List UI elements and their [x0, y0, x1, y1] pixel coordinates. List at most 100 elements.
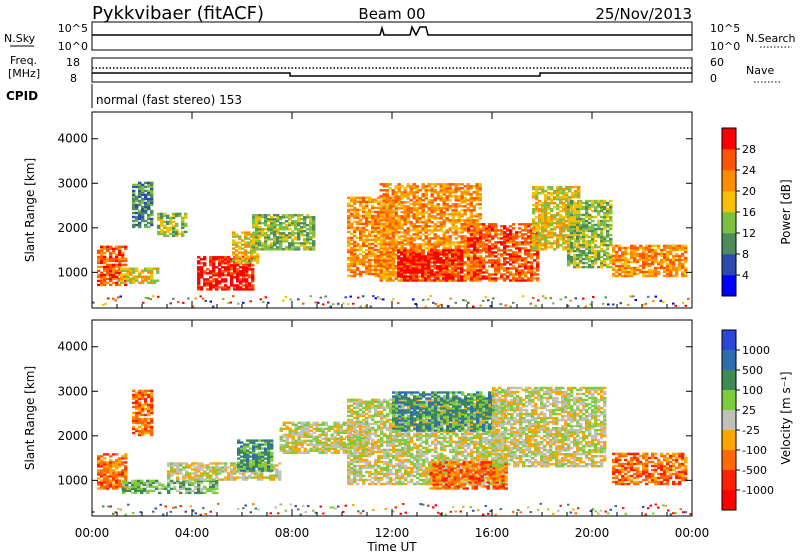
heatmap-cell — [368, 264, 372, 268]
heatmap-cell — [282, 234, 286, 237]
heatmap-cell — [135, 205, 139, 209]
heatmap-cell — [675, 244, 679, 248]
heatmap-cell — [472, 225, 476, 228]
beam-title: Beam 00 — [358, 5, 425, 23]
heatmap-cell — [467, 257, 471, 260]
heatmap-cell — [585, 239, 589, 243]
heatmap-cell — [457, 213, 461, 216]
heatmap-cell — [482, 245, 486, 248]
heatmap-cell — [663, 260, 667, 264]
heatmap-cell — [227, 256, 231, 259]
heatmap-cell — [197, 256, 201, 259]
heatmap-cell — [392, 232, 396, 236]
heatmap-cell — [121, 253, 125, 257]
heatmap-cell — [594, 251, 598, 255]
heatmap-cell — [203, 479, 207, 483]
heatmap-cell — [181, 232, 185, 236]
heatmap-cell — [182, 479, 186, 483]
heatmap-cell — [448, 265, 452, 268]
heatmap-cell — [276, 242, 280, 245]
heatmap-cell — [264, 234, 268, 237]
heatmap-cell — [124, 283, 128, 287]
heatmap-cell — [535, 240, 539, 243]
heatmap-cell — [403, 233, 407, 236]
heatmap-cell — [556, 185, 560, 189]
heatmap-cell — [157, 295, 160, 298]
heatmap-cell — [657, 270, 661, 274]
heatmap-cell — [624, 272, 628, 276]
heatmap-cell — [112, 257, 116, 261]
heatmap-cell — [230, 268, 234, 271]
heatmap-cell — [494, 229, 498, 232]
heatmap-cell — [209, 288, 213, 291]
heatmap-cell — [570, 227, 574, 231]
heatmap-cell — [565, 200, 569, 203]
heatmap-cell — [624, 266, 628, 270]
heatmap-cell — [589, 303, 592, 306]
heatmap-cell — [609, 243, 613, 247]
heatmap-cell — [103, 457, 107, 460]
heatmap-cell — [642, 258, 646, 262]
heatmap-cell — [232, 241, 236, 244]
heatmap-cell — [368, 208, 372, 212]
heatmap-cell — [585, 245, 589, 249]
heatmap-cell — [574, 192, 578, 195]
heatmap-cell — [479, 241, 483, 244]
heatmap-cell — [567, 229, 571, 233]
heatmap-cell — [454, 187, 458, 190]
heatmap-cell — [377, 274, 381, 278]
heatmap-cell — [353, 264, 357, 268]
heatmap-cell — [541, 204, 545, 207]
heatmap-cell — [291, 234, 295, 237]
heatmap-cell — [109, 275, 113, 279]
heatmap-cell — [106, 271, 110, 275]
heatmap-cell — [244, 237, 248, 240]
heatmap-cell — [442, 213, 446, 216]
heatmap-cell — [421, 187, 425, 190]
heatmap-cell — [503, 241, 507, 244]
heatmap-cell — [157, 230, 161, 234]
heatmap-cell — [397, 265, 401, 268]
heatmap-cell — [460, 253, 464, 256]
heatmap-cell — [606, 263, 610, 267]
heatmap-cell — [506, 269, 510, 272]
heatmap-cell — [377, 224, 381, 228]
heatmap-cell — [212, 284, 216, 287]
heatmap-cell — [200, 270, 204, 273]
heatmap-cell — [163, 224, 167, 228]
heatmap-cell — [206, 278, 210, 281]
heatmap-cell — [579, 225, 583, 229]
heatmap-cell — [227, 258, 231, 261]
heatmap-cell — [678, 256, 682, 260]
heatmap-cell — [362, 244, 366, 248]
heatmap-cell — [476, 273, 480, 276]
heatmap-cell — [567, 261, 571, 265]
heatmap-cell — [353, 200, 357, 203]
heatmap-cell — [521, 269, 525, 272]
heatmap-cell — [454, 195, 458, 198]
heatmap-cell — [512, 239, 516, 242]
heatmap-cell — [397, 247, 401, 250]
heatmap-cell — [567, 215, 571, 219]
heatmap-cell — [603, 219, 607, 223]
heatmap-cell — [579, 251, 583, 255]
heatmap-cell — [606, 247, 610, 251]
heatmap-cell — [663, 252, 667, 256]
heatmap-cell — [559, 196, 563, 199]
heatmap-cell — [397, 223, 401, 226]
heatmap-cell — [645, 274, 649, 278]
heatmap-cell — [448, 207, 452, 210]
heatmap-cell — [236, 270, 240, 273]
heatmap-cell — [368, 258, 372, 262]
heatmap-cell — [403, 271, 407, 274]
heatmap-cell — [97, 477, 101, 480]
heatmap-cell — [353, 198, 357, 201]
heatmap-cell — [427, 207, 431, 210]
heatmap-cell — [248, 266, 252, 269]
heatmap-cell — [463, 263, 467, 266]
heatmap-cell — [252, 240, 256, 243]
heatmap-cell — [160, 214, 164, 218]
heatmap-cell — [666, 250, 670, 254]
heatmap-cell — [415, 227, 419, 230]
heatmap-cell — [312, 248, 316, 251]
